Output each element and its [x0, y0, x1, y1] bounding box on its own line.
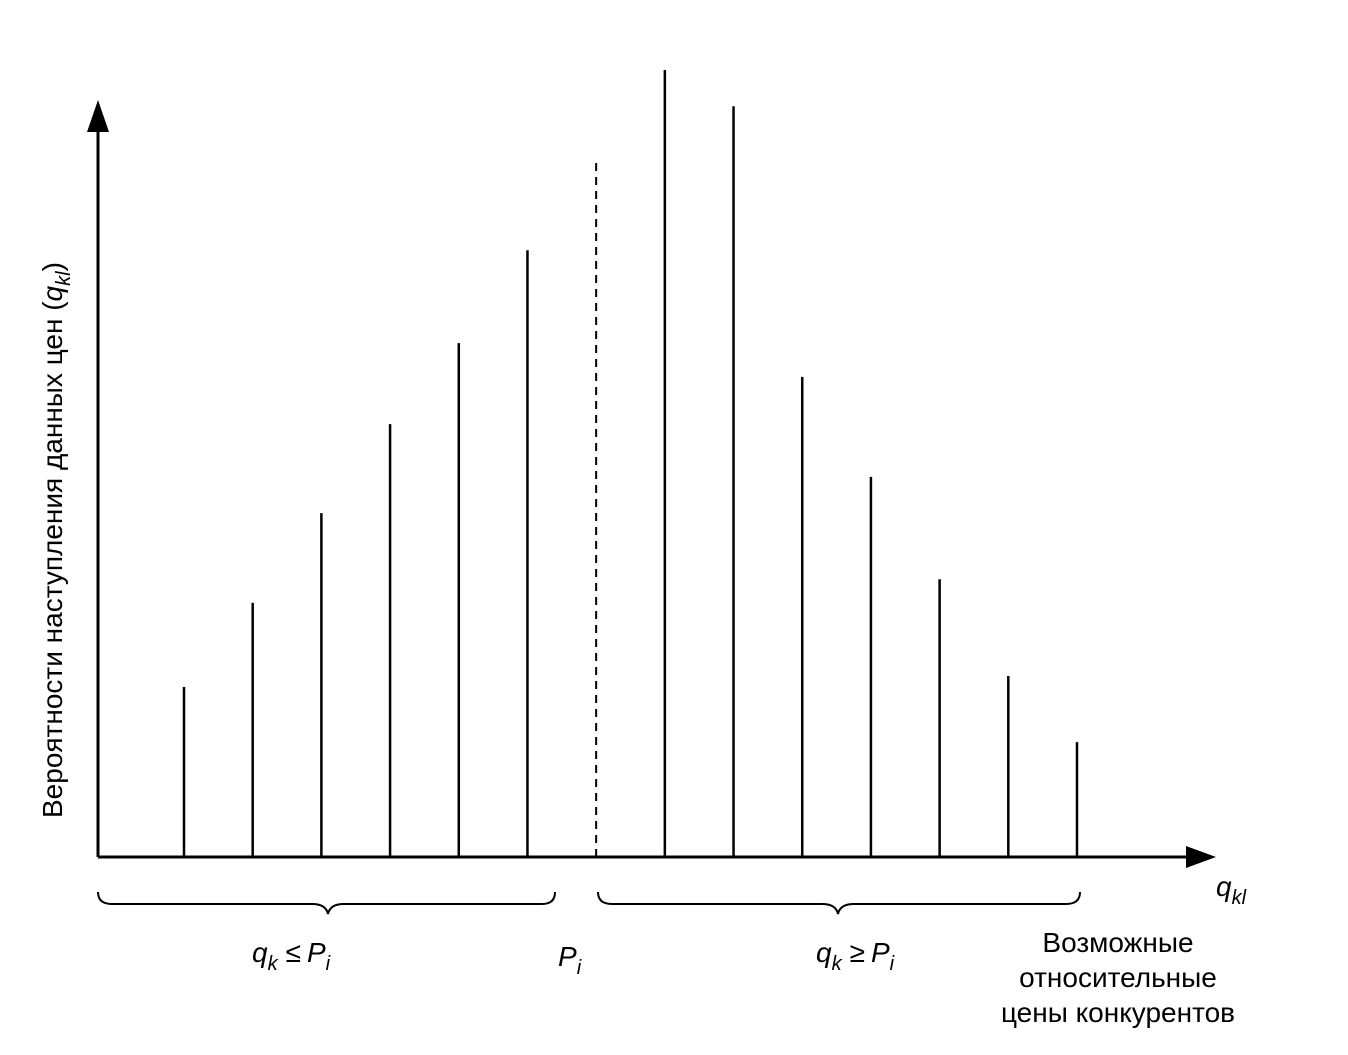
label-op: ≥: [850, 937, 865, 968]
note-line: относительные: [1019, 962, 1217, 993]
y-label-text: Вероятности наступления данных цен (: [37, 301, 68, 818]
x-label-var: q: [1216, 871, 1232, 902]
note-line: Возможные: [1042, 927, 1193, 958]
x-label-sub: kl: [1232, 887, 1247, 909]
label-sub: k: [268, 953, 279, 975]
x-axis-label: qkl: [1216, 871, 1247, 909]
note-line: цены конкурентов: [1001, 997, 1235, 1028]
y-label-var: q: [37, 285, 68, 301]
label-op: ≤: [286, 937, 301, 968]
label-var: q: [816, 937, 832, 968]
left-brace: [97, 891, 556, 915]
marker-label: Pi: [558, 941, 582, 979]
right-group-label: qk ≥ Pi: [816, 937, 895, 975]
label-var: q: [252, 937, 268, 968]
left-group-label: qk ≤ Pi: [252, 937, 331, 975]
y-arrow: [87, 100, 109, 132]
label-var: P: [307, 937, 326, 968]
x-arrow: [1186, 846, 1216, 868]
y-label-sub: kl: [53, 271, 75, 286]
label-sub: i: [326, 953, 331, 975]
label-var: P: [871, 937, 890, 968]
label-sub: i: [890, 953, 895, 975]
label-var: P: [558, 941, 577, 972]
label-sub: k: [832, 953, 843, 975]
label-sub: i: [577, 957, 582, 979]
axes: [87, 100, 1216, 868]
right-brace: [597, 891, 1081, 915]
y-axis-label: Вероятности наступления данных цен (qkl): [37, 262, 75, 818]
y-label-close: ): [37, 262, 68, 271]
